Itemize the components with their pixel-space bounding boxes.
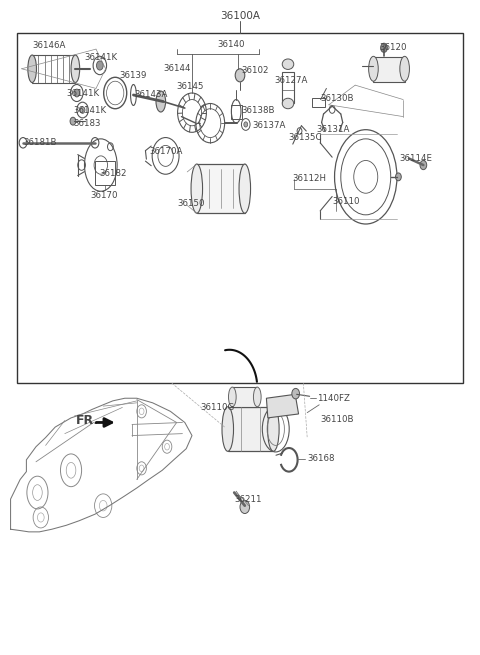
Ellipse shape xyxy=(96,61,103,70)
Text: 36170A: 36170A xyxy=(150,147,183,157)
Text: 36130B: 36130B xyxy=(321,94,354,103)
Text: 36145: 36145 xyxy=(177,82,204,91)
Text: 36139: 36139 xyxy=(119,71,146,81)
Bar xyxy=(282,72,294,103)
Text: 36102: 36102 xyxy=(241,66,268,75)
Text: 36170: 36170 xyxy=(90,191,118,200)
Text: 36141K: 36141K xyxy=(84,53,117,62)
Ellipse shape xyxy=(228,387,236,407)
Ellipse shape xyxy=(244,122,248,127)
Text: 36143A: 36143A xyxy=(134,90,168,100)
Ellipse shape xyxy=(253,387,261,407)
Ellipse shape xyxy=(381,43,387,52)
Text: 36140: 36140 xyxy=(217,40,244,49)
Ellipse shape xyxy=(71,55,80,83)
Text: 36110B: 36110B xyxy=(321,415,354,424)
Ellipse shape xyxy=(282,98,294,109)
Text: 36182: 36182 xyxy=(100,169,127,178)
Bar xyxy=(197,164,245,214)
Ellipse shape xyxy=(268,407,279,451)
Text: 36181B: 36181B xyxy=(23,138,57,147)
Text: 36168: 36168 xyxy=(307,454,335,463)
Ellipse shape xyxy=(191,164,203,214)
Text: 36183: 36183 xyxy=(73,119,100,128)
Text: 36211: 36211 xyxy=(234,495,262,504)
Ellipse shape xyxy=(222,407,233,451)
Text: 1140FZ: 1140FZ xyxy=(317,394,349,403)
Ellipse shape xyxy=(74,89,80,97)
Ellipse shape xyxy=(235,69,245,82)
Text: 36138B: 36138B xyxy=(241,105,275,115)
Ellipse shape xyxy=(28,55,36,83)
Bar xyxy=(32,55,75,83)
Text: 36137A: 36137A xyxy=(252,121,286,130)
Ellipse shape xyxy=(80,107,85,113)
Bar xyxy=(373,57,405,82)
Text: 36120: 36120 xyxy=(379,43,407,52)
Text: 36141K: 36141K xyxy=(66,88,99,98)
Bar xyxy=(312,98,325,107)
Text: 36114E: 36114E xyxy=(399,154,432,163)
Ellipse shape xyxy=(292,388,300,399)
Text: 36131A: 36131A xyxy=(317,125,350,134)
Ellipse shape xyxy=(396,173,401,181)
Text: 36146A: 36146A xyxy=(33,41,66,50)
Ellipse shape xyxy=(369,56,378,81)
Text: FR.: FR. xyxy=(76,414,99,427)
Text: 36112H: 36112H xyxy=(293,174,327,183)
Text: 36110: 36110 xyxy=(332,197,360,206)
Text: 36144: 36144 xyxy=(163,64,191,73)
Text: 36135C: 36135C xyxy=(288,133,322,142)
Text: 36100A: 36100A xyxy=(220,11,260,22)
Bar xyxy=(232,387,257,407)
Ellipse shape xyxy=(239,164,251,214)
Text: 36141K: 36141K xyxy=(73,105,106,115)
Ellipse shape xyxy=(282,59,294,69)
Polygon shape xyxy=(266,394,299,418)
Bar xyxy=(17,33,463,383)
Ellipse shape xyxy=(156,91,166,112)
Ellipse shape xyxy=(400,56,409,81)
Ellipse shape xyxy=(70,117,76,125)
Ellipse shape xyxy=(240,500,250,514)
Text: 36110G: 36110G xyxy=(201,403,235,412)
Text: 36150: 36150 xyxy=(178,198,205,208)
Bar xyxy=(95,161,115,185)
Text: 36127A: 36127A xyxy=(275,76,308,85)
Ellipse shape xyxy=(420,160,427,170)
Bar xyxy=(228,407,274,451)
Bar xyxy=(231,105,242,119)
